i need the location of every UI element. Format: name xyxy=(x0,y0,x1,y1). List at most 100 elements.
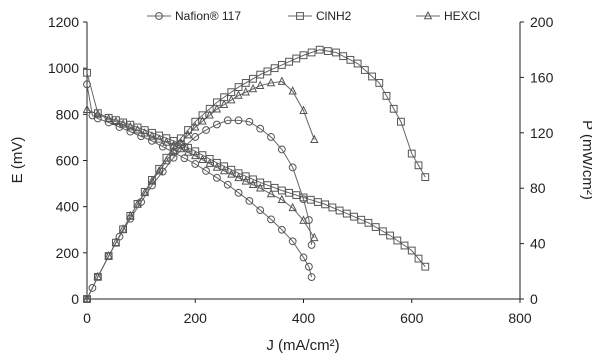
polarization-point xyxy=(118,119,128,128)
power-point xyxy=(93,271,103,281)
power-point xyxy=(288,163,297,172)
polarization-point xyxy=(421,262,430,271)
power-point xyxy=(315,45,324,54)
power-point xyxy=(382,91,391,100)
power-point xyxy=(133,199,142,208)
x-tick-label: 800 xyxy=(508,310,532,326)
power-point xyxy=(212,104,222,113)
polarization-curve xyxy=(86,72,426,268)
polarization-point xyxy=(299,215,308,224)
series-triangle xyxy=(82,76,319,303)
power-point xyxy=(147,176,157,185)
y-tick-label: 1200 xyxy=(48,14,79,30)
power-point xyxy=(191,133,200,141)
series-square xyxy=(83,45,430,303)
power-point xyxy=(414,161,423,170)
polarization-point xyxy=(83,68,91,77)
polarization-point xyxy=(307,273,316,281)
power-point xyxy=(277,76,287,85)
polarization-point xyxy=(407,246,416,255)
power-point xyxy=(255,80,265,90)
power-point xyxy=(368,72,376,81)
y2-axis-label: P (mW/cm²) xyxy=(579,120,592,200)
x-tick-label: 600 xyxy=(400,310,424,326)
polarization-point xyxy=(277,194,287,204)
polarization-point xyxy=(266,188,276,198)
power-point xyxy=(375,79,384,87)
polarization-point xyxy=(183,147,193,156)
power-point xyxy=(234,90,243,99)
power-point xyxy=(227,94,236,104)
polarization-point xyxy=(267,215,275,224)
power-point xyxy=(241,87,250,96)
power-point xyxy=(155,164,164,173)
power-point xyxy=(360,66,369,74)
x-tick-label: 0 xyxy=(83,310,91,326)
polarization-point xyxy=(288,237,297,246)
polarization-point xyxy=(133,124,142,134)
power-point xyxy=(162,155,171,165)
y-tick-label: 0 xyxy=(71,291,79,307)
polarization-point xyxy=(176,143,186,153)
polarization-point xyxy=(191,150,200,160)
y-axis-label: E (mV) xyxy=(9,137,26,184)
power-point xyxy=(245,117,254,126)
x-axis-label: J (mA/cm²) xyxy=(266,337,339,354)
polarization-point xyxy=(93,109,103,118)
power-point xyxy=(256,124,265,133)
polarization-point xyxy=(205,158,214,167)
legend-label: ClNH2 xyxy=(316,9,352,23)
polarization-point xyxy=(386,231,395,240)
polarization-point xyxy=(255,183,265,192)
polarization-curve xyxy=(86,109,315,239)
polarization-point xyxy=(378,227,387,236)
power-point xyxy=(307,241,316,249)
power-point xyxy=(111,237,121,246)
polarization-point xyxy=(245,196,254,205)
power-point xyxy=(219,99,229,108)
power-point xyxy=(397,117,405,126)
polarization-point xyxy=(158,142,167,151)
polarization-point xyxy=(364,218,373,227)
polarization-point xyxy=(248,179,258,189)
polarization-point xyxy=(212,162,222,171)
power-point xyxy=(202,126,210,134)
power-point xyxy=(249,74,257,83)
polarization-point xyxy=(154,134,164,143)
legend-item: HEXCl xyxy=(416,9,480,23)
polarization-point xyxy=(147,131,157,140)
y2-tick-label: 0 xyxy=(530,291,538,307)
y-tick-label: 200 xyxy=(56,245,80,261)
y-tick-label: 600 xyxy=(56,153,80,169)
legend-marker xyxy=(155,12,163,20)
polarization-point xyxy=(126,121,135,131)
legend-item: ClNH2 xyxy=(288,9,352,23)
polarization-point xyxy=(140,128,149,137)
power-point xyxy=(307,48,316,57)
power-point xyxy=(126,210,135,220)
polarization-point xyxy=(234,188,243,197)
power-point xyxy=(353,59,362,68)
polarization-point xyxy=(111,116,121,125)
power-point xyxy=(241,79,250,87)
polarization-curve xyxy=(86,84,313,278)
power-curve xyxy=(86,81,315,300)
x-tick-label: 400 xyxy=(292,310,316,326)
power-point xyxy=(299,51,308,60)
polarization-point xyxy=(371,223,380,231)
power-point xyxy=(191,122,200,131)
polarization-point xyxy=(162,137,171,146)
power-point xyxy=(223,116,232,125)
polarization-point xyxy=(227,169,236,178)
polarization-point xyxy=(277,225,286,234)
power-point xyxy=(267,133,275,141)
power-point xyxy=(140,187,149,197)
legend-marker xyxy=(423,10,433,20)
power-point xyxy=(118,224,128,233)
power-point xyxy=(288,86,297,95)
polarization-point xyxy=(288,202,297,212)
polarization-point xyxy=(241,176,250,185)
power-curve xyxy=(86,119,313,300)
series-layer xyxy=(82,45,430,303)
